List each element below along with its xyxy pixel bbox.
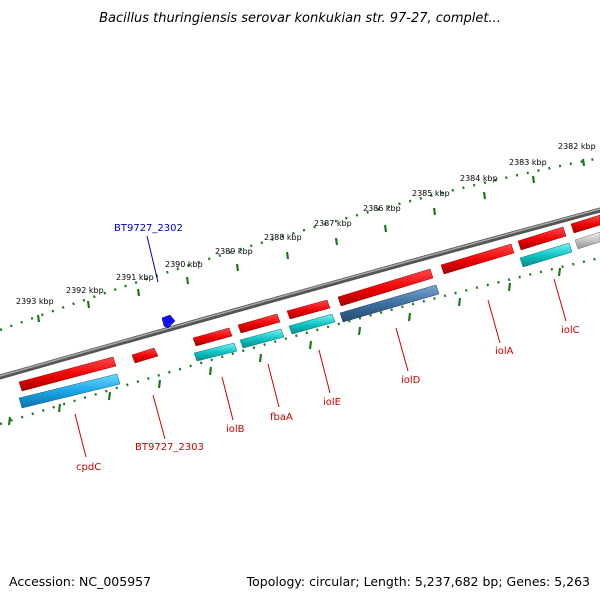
tick-label-2393: 2393 kbp (16, 297, 54, 306)
major-ticks-lower (7, 267, 562, 426)
reverse-tick-ruler (0, 256, 600, 426)
gene-offscreen-forward[interactable] (570, 214, 600, 234)
gene-labels: BT9727_2302 cpdC BT9727_2303 iolB fbaA i… (76, 223, 580, 473)
forward-tick-ruler (0, 156, 600, 332)
gene-iolA-forward[interactable] (440, 243, 515, 275)
tick-label-2392: 2392 kbp (66, 286, 104, 295)
gene-label-BT9727-2302[interactable]: BT9727_2302 (114, 223, 183, 234)
genome-backbone-highlight (0, 208, 600, 377)
gene-iolD-reverse[interactable] (339, 284, 440, 323)
gene-iolD-forward[interactable] (337, 268, 434, 307)
gene-iolC-forward[interactable] (517, 226, 567, 251)
gene-label-iolD[interactable]: iolD (401, 375, 421, 386)
gene-iolE-reverse[interactable] (288, 313, 336, 335)
gene-offscreen-reverse[interactable] (574, 231, 600, 250)
gene-BT9727-2303[interactable] (131, 347, 159, 364)
gene-label-fbaA[interactable]: fbaA (270, 412, 293, 423)
leader-lines (74, 235, 567, 458)
gene-iolE-forward[interactable] (286, 299, 331, 320)
accession-text: Accession: NC_005957 (9, 574, 151, 589)
gene-fbaA-forward[interactable] (237, 313, 281, 334)
gene-iolC-reverse[interactable] (519, 242, 573, 268)
tick-label-2384: 2384 kbp (460, 174, 498, 183)
topology-text: Topology: circular; Length: 5,237,682 bp… (246, 574, 590, 589)
gene-iolB-forward[interactable] (192, 327, 233, 347)
major-ticks-upper (36, 158, 586, 323)
gene-fbaA-reverse[interactable] (239, 328, 285, 349)
forward-strand-genes (18, 214, 600, 392)
tick-label-2387: 2387 kbp (314, 219, 352, 228)
tick-label-2383: 2383 kbp (509, 158, 547, 167)
tick-label-2391: 2391 kbp (116, 273, 154, 282)
tick-labels: 2393 kbp 2392 kbp 2391 kbp 2390 kbp 2389… (16, 142, 596, 306)
gene-cpdC[interactable] (18, 356, 117, 392)
genome-backbone (0, 207, 600, 380)
feature-marker-BT9727-2302[interactable] (161, 314, 176, 329)
tick-label-2389: 2389 kbp (215, 247, 253, 256)
tick-label-2382: 2382 kbp (558, 142, 596, 151)
gene-label-iolE[interactable]: iolE (323, 397, 341, 408)
gene-iolB-reverse[interactable] (193, 342, 238, 362)
gene-label-cpdC[interactable]: cpdC (76, 462, 101, 473)
gene-label-iolC[interactable]: iolC (561, 325, 580, 336)
gene-label-iolA[interactable]: iolA (495, 346, 514, 357)
map-title: Bacillus thuringiensis serovar konkukian… (99, 11, 501, 26)
gene-label-BT9727-2303[interactable]: BT9727_2303 (135, 442, 204, 453)
reverse-strand-genes (18, 231, 600, 409)
gene-label-iolB[interactable]: iolB (226, 424, 245, 435)
tick-label-2388: 2388 kbp (264, 233, 302, 242)
tick-label-2386: 2386 kbp (363, 204, 401, 213)
tick-label-2385: 2385 kbp (412, 189, 450, 198)
gene-cpdC-reverse[interactable] (18, 373, 121, 409)
tick-label-2390: 2390 kbp (165, 260, 203, 269)
